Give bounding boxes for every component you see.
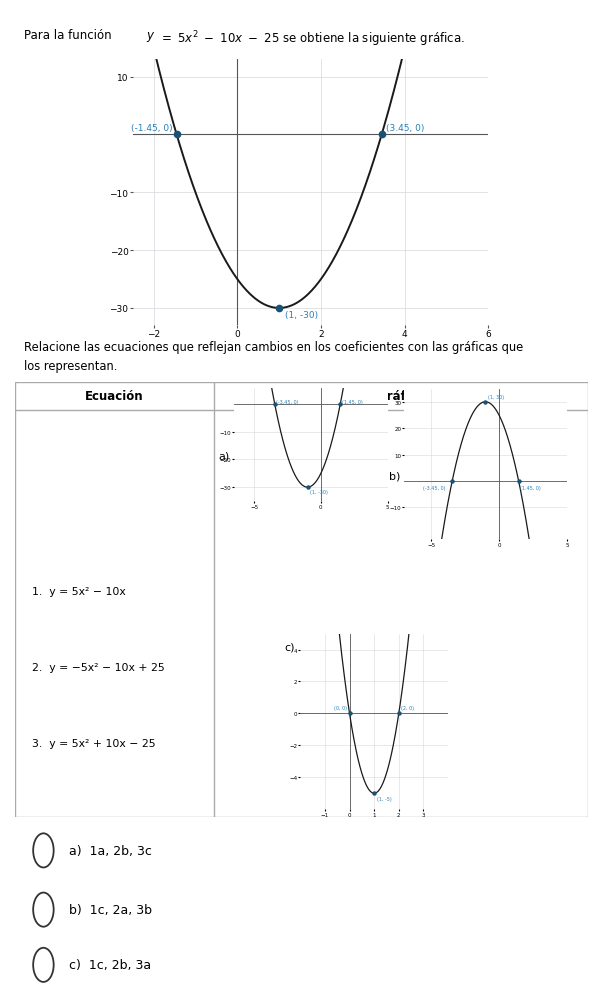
Text: b)  1c, 2a, 3b: b) 1c, 2a, 3b — [69, 904, 153, 916]
Text: (-1.45, 0): (-1.45, 0) — [131, 123, 172, 132]
Text: b): b) — [389, 471, 400, 481]
Text: (1, -30): (1, -30) — [285, 310, 318, 319]
Text: Relacione las ecuaciones que reflejan cambios en los coeficientes con las gráfic: Relacione las ecuaciones que reflejan ca… — [24, 341, 523, 354]
Text: (1, -5): (1, -5) — [377, 795, 391, 800]
Text: 3.  y = 5x² + 10x − 25: 3. y = 5x² + 10x − 25 — [33, 738, 156, 748]
Text: los representan.: los representan. — [24, 360, 118, 373]
Text: a): a) — [218, 451, 230, 461]
Text: (1, 30): (1, 30) — [488, 394, 504, 399]
Text: (1.45, 0): (1.45, 0) — [520, 485, 541, 490]
Text: (1.45, 0): (1.45, 0) — [341, 399, 362, 404]
Text: (1, -30): (1, -30) — [310, 489, 328, 494]
Text: Gráfica: Gráfica — [377, 390, 425, 403]
Text: 1.  y = 5x² − 10x: 1. y = 5x² − 10x — [33, 586, 126, 596]
Text: (0, 0): (0, 0) — [334, 706, 347, 711]
Text: (3.45, 0): (3.45, 0) — [386, 123, 425, 132]
Text: y: y — [147, 29, 154, 42]
Text: c)  1c, 2b, 3a: c) 1c, 2b, 3a — [69, 959, 151, 971]
Text: (-3.45, 0): (-3.45, 0) — [423, 485, 446, 490]
Text: Para la función: Para la función — [24, 29, 116, 42]
Text: a)  1a, 2b, 3c: a) 1a, 2b, 3c — [69, 845, 152, 857]
Text: (2, 0): (2, 0) — [401, 706, 414, 711]
Text: (-3.45, 0): (-3.45, 0) — [276, 399, 298, 404]
Text: Ecuación: Ecuación — [85, 390, 144, 403]
Text: $= \ 5x^2 \ - \ 10x \ - \ 25$ se obtiene la siguiente gráfica.: $= \ 5x^2 \ - \ 10x \ - \ 25$ se obtiene… — [159, 29, 464, 49]
Text: 2.  y = −5x² − 10x + 25: 2. y = −5x² − 10x + 25 — [33, 662, 165, 672]
Text: c): c) — [285, 642, 295, 652]
